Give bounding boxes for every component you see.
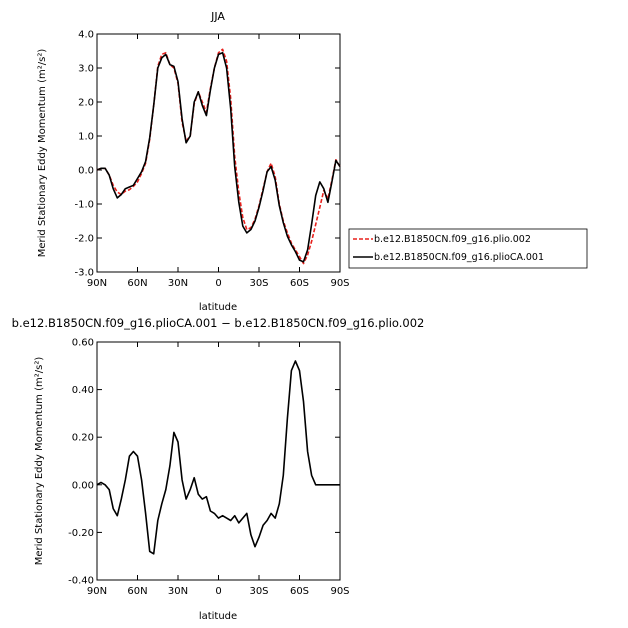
top-y-tick-label: 2.0 — [78, 98, 94, 109]
bottom-x-tick-label: 0 — [215, 586, 221, 597]
top-x-tick-label: 60S — [290, 278, 309, 289]
legend-label-plio: b.e12.B1850CN.f09_g16.plio.002 — [374, 234, 531, 245]
top-y-tick-label: -1.0 — [74, 200, 94, 211]
bottom-x-tick-label: 90S — [330, 586, 349, 597]
bottom-y-axis-label: Merid Stationary Eddy Momentum (m²/s²) — [34, 357, 45, 566]
top-x-tick-label: 30N — [168, 278, 188, 289]
legend-label-pliocA: b.e12.B1850CN.f09_g16.plioCA.001 — [374, 252, 544, 263]
bottom-plot-frame — [96, 341, 341, 581]
top-y-tick-label: 0.0 — [78, 166, 94, 177]
top-x-tick-label: 90S — [330, 278, 349, 289]
bottom-x-tick-label: 30S — [249, 586, 268, 597]
bottom-chart: b.e12.B1850CN.f09_g16.plioCA.001 − b.e12… — [12, 316, 425, 622]
bottom-x-tick-label: 60N — [127, 586, 147, 597]
bottom-chart-title: b.e12.B1850CN.f09_g16.plioCA.001 − b.e12… — [12, 316, 425, 330]
bottom-y-tick-label: 0.20 — [72, 433, 94, 444]
top-series-line-0 — [96, 48, 341, 265]
top-chart: JJA -3.0 -2.0 -1.0 0.0 1.0 2.0 3.0 4.0 90N 60N 30… — [37, 10, 350, 313]
top-x-tick-label: 90N — [87, 278, 107, 289]
top-series-lines — [96, 48, 341, 265]
top-y-tick-label: 4.0 — [78, 30, 94, 41]
bottom-series-line-0 — [96, 360, 340, 555]
top-y-tick-label: -3.0 — [74, 268, 94, 279]
legend-frame — [348, 228, 588, 269]
bottom-x-tick-label: 90N — [87, 586, 107, 597]
bottom-x-axis: 90N 60N 30N 0 30S 60S 90S — [87, 342, 350, 597]
bottom-y-tick-label: 0.00 — [72, 480, 94, 491]
legend: b.e12.B1850CN.f09_g16.plio.002 b.e12.B18… — [348, 228, 588, 269]
top-chart-title: JJA — [210, 10, 225, 23]
bottom-x-tick-label: 60S — [290, 586, 309, 597]
top-y-axis: -3.0 -2.0 -1.0 0.0 1.0 2.0 3.0 4.0 — [74, 30, 340, 279]
bottom-x-tick-label: 30N — [168, 586, 188, 597]
top-x-tick-label: 60N — [127, 278, 147, 289]
bottom-series-lines — [96, 360, 340, 555]
bottom-y-tick-label: -0.40 — [68, 576, 94, 587]
bottom-y-tick-label: 0.60 — [72, 338, 94, 349]
top-x-axis-label: latitude — [199, 302, 237, 313]
bottom-y-tick-label: -0.20 — [68, 528, 94, 539]
top-y-tick-label: 1.0 — [78, 132, 94, 143]
top-y-tick-label: 3.0 — [78, 64, 94, 75]
top-x-tick-label: 0 — [215, 278, 221, 289]
top-y-tick-label: -2.0 — [74, 234, 94, 245]
bottom-x-axis-label: latitude — [199, 611, 237, 622]
bottom-y-tick-label: 0.40 — [72, 385, 94, 396]
top-plot-frame — [96, 33, 341, 273]
top-y-axis-label: Merid Stationary Eddy Momentum (m²/s²) — [37, 49, 48, 258]
top-x-axis: 90N 60N 30N 0 30S 60S 90S — [87, 34, 350, 289]
top-x-tick-label: 30S — [249, 278, 268, 289]
top-series-line-1 — [96, 51, 341, 263]
bottom-y-axis: -0.40 -0.20 0.00 0.20 0.40 0.60 — [68, 338, 340, 587]
